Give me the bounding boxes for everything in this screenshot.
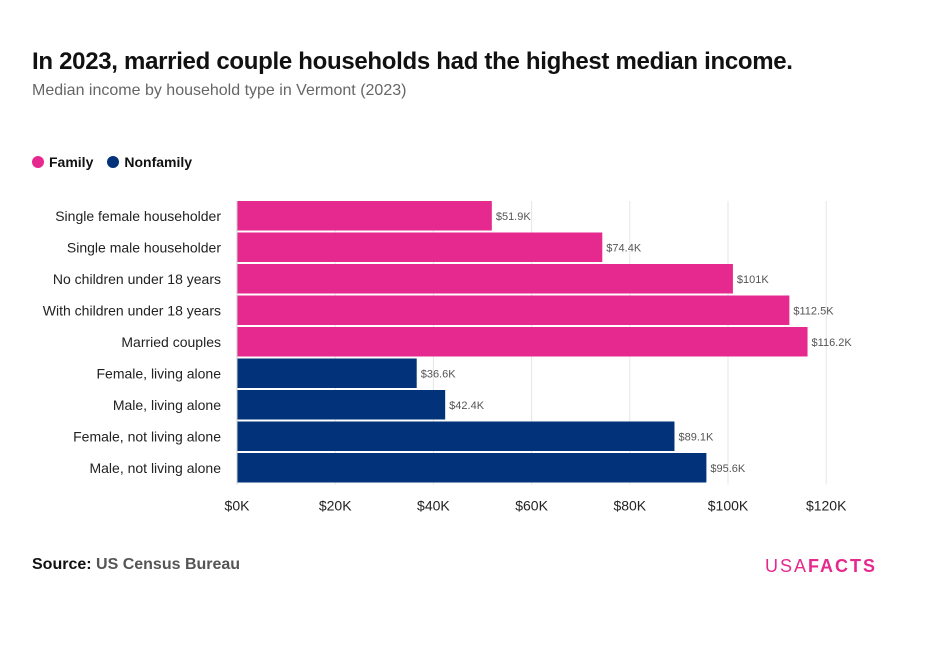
data-label: $42.4K — [449, 400, 485, 412]
bar — [237, 327, 808, 357]
logo-facts: FACTS — [807, 556, 877, 576]
category-label: No children under 18 years — [53, 271, 221, 287]
source-value: US Census Bureau — [96, 556, 241, 573]
x-tick-label: $80K — [613, 498, 646, 514]
legend-dot-nonfamily — [107, 156, 120, 168]
bar — [237, 390, 446, 420]
category-label: Female, not living alone — [73, 428, 221, 444]
data-label: $51.9K — [496, 211, 532, 223]
x-tick-label: $20K — [319, 498, 352, 514]
x-tick-label: $100K — [708, 498, 749, 514]
bar — [237, 295, 790, 325]
legend: Family Nonfamily — [32, 154, 192, 170]
category-label: Single male householder — [67, 239, 221, 255]
category-label: Married couples — [121, 334, 221, 350]
x-tick-label: $120K — [806, 498, 847, 514]
legend-label-nonfamily: Nonfamily — [124, 154, 193, 170]
data-label: $89.1K — [678, 431, 714, 443]
logo-usa: USA — [764, 556, 808, 576]
source-label: Source: — [32, 556, 92, 573]
data-label: $116.2K — [812, 337, 853, 349]
chart-title: In 2023, married couple households had t… — [32, 48, 793, 75]
bar — [237, 264, 733, 294]
bar — [237, 201, 492, 231]
data-label: $95.6K — [710, 463, 746, 475]
bar — [237, 421, 675, 451]
bar — [237, 232, 603, 262]
usafacts-logo: USAFACTS — [765, 556, 877, 577]
data-label: $74.4K — [606, 242, 642, 254]
x-tick-label: $40K — [417, 498, 450, 514]
bar — [237, 358, 417, 388]
category-label: Single female householder — [55, 208, 221, 224]
legend-item-nonfamily: Nonfamily — [107, 154, 192, 170]
category-label: With children under 18 years — [43, 302, 221, 318]
legend-item-family: Family — [32, 154, 93, 170]
x-tick-label: $0K — [225, 498, 251, 514]
data-label: $112.5K — [793, 305, 834, 317]
bar — [237, 453, 707, 483]
bar-chart: Single female householder $51.9K Single ma… — [43, 201, 853, 514]
chart-subtitle: Median income by household type in Vermo… — [32, 82, 407, 99]
category-label: Male, not living alone — [89, 460, 221, 476]
legend-dot-family — [32, 156, 44, 168]
category-label: Female, living alone — [96, 365, 221, 381]
x-tick-label: $60K — [515, 498, 548, 514]
source-note: Source: US Census Bureau — [32, 556, 240, 574]
legend-label-family: Family — [49, 154, 94, 170]
data-label: $36.6K — [421, 368, 457, 380]
category-label: Male, living alone — [113, 397, 221, 413]
data-label: $101K — [737, 274, 769, 286]
